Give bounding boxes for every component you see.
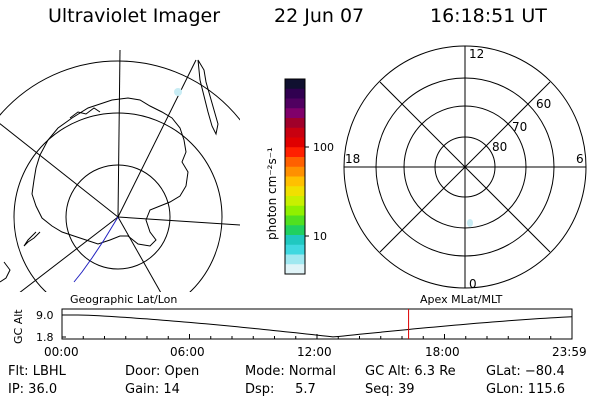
colorbar-segment bbox=[285, 98, 305, 109]
antarctic-peninsula bbox=[23, 231, 41, 247]
meridian-line bbox=[117, 50, 121, 218]
altitude-y-tick-label: 1.8 bbox=[36, 331, 54, 344]
apex-caption: Apex MLat/MLT bbox=[420, 293, 503, 306]
altitude-x-ticks bbox=[61, 334, 573, 339]
dsp-info: Dsp: 5.7 bbox=[245, 382, 316, 397]
antarctica-coastline bbox=[31, 97, 189, 247]
altitude-curve bbox=[62, 314, 573, 338]
mlt-label-6: 6 bbox=[576, 152, 584, 166]
colorbar-segment bbox=[285, 254, 305, 265]
lat-circle-inner bbox=[65, 164, 171, 270]
lat-circle-mid bbox=[13, 112, 223, 292]
colorbar-frame bbox=[284, 78, 306, 275]
seq-info: Seq: 39 bbox=[365, 382, 415, 397]
time-label: 16:18:51 UT bbox=[430, 5, 547, 27]
meridian-line bbox=[117, 216, 240, 226]
gc-alt-info: GC Alt: 6.3 Re bbox=[365, 364, 456, 379]
colorbar-segment bbox=[285, 79, 305, 90]
colorbar-segment bbox=[285, 147, 305, 158]
time-tick-label: 00:00 bbox=[44, 345, 79, 359]
colorbar-segment bbox=[285, 166, 305, 177]
mlt-label-18: 18 bbox=[345, 152, 360, 166]
colorbar-segment bbox=[285, 264, 305, 275]
mlt-label-12: 12 bbox=[469, 47, 484, 61]
gain-info: Gain: 14 bbox=[125, 382, 180, 397]
altitude-plot: 9.0 1.8 GC Alt bbox=[12, 308, 573, 344]
ip-info: IP: 36.0 bbox=[8, 382, 58, 397]
mlat-label-60: 60 bbox=[536, 97, 551, 111]
colorbar-segment bbox=[285, 176, 305, 187]
mlat-mlt-plot bbox=[343, 45, 587, 289]
colorbar-segment bbox=[285, 108, 305, 119]
colorbar-segment bbox=[285, 186, 305, 197]
filter-info: Flt: LBHL bbox=[8, 364, 66, 379]
new-zealand-coast bbox=[197, 59, 219, 136]
mlt-label-0: 0 bbox=[469, 277, 477, 291]
colorbar-segment bbox=[285, 157, 305, 168]
south-america-coast bbox=[0, 261, 11, 283]
time-tick-label: 06:00 bbox=[170, 345, 205, 359]
meridian-line bbox=[0, 123, 119, 218]
geographic-map bbox=[0, 50, 240, 292]
colorbar-tick-label: 100 bbox=[313, 141, 334, 154]
geographic-caption: Geographic Lat/Lon bbox=[70, 293, 177, 306]
mlat-label-70: 70 bbox=[512, 120, 527, 134]
colorbar-segment bbox=[285, 196, 305, 207]
time-tick-label: 12:00 bbox=[297, 345, 332, 359]
meridian-line bbox=[19, 216, 119, 292]
mode-info: Mode: Normal bbox=[245, 364, 336, 379]
colorbar-segment bbox=[285, 205, 305, 216]
mlt-axis-diagonal bbox=[379, 81, 551, 253]
ice-shelf-outline bbox=[69, 107, 101, 119]
time-tick-label: 23:59 bbox=[552, 345, 587, 359]
colorbar-segment bbox=[285, 235, 305, 246]
colorbar-segment bbox=[285, 225, 305, 236]
glon-info: GLon: 115.6 bbox=[486, 382, 566, 397]
altitude-y-tick-label: 9.0 bbox=[36, 309, 54, 322]
colorbar-segment bbox=[285, 215, 305, 226]
colorbar-unit-label: photon cm⁻²s⁻¹ bbox=[265, 147, 279, 240]
colorbar-segment bbox=[285, 244, 305, 255]
app-title: Ultraviolet Imager bbox=[48, 5, 221, 27]
colorbar bbox=[285, 79, 305, 275]
date-label: 22 Jun 07 bbox=[274, 5, 365, 27]
time-tick-label: 18:00 bbox=[425, 345, 460, 359]
meridian-line bbox=[117, 59, 197, 218]
mlat-label-80: 80 bbox=[492, 140, 507, 154]
colorbar-segment bbox=[285, 118, 305, 129]
satellite-track bbox=[73, 216, 119, 283]
colorbar-tick-label: 10 bbox=[313, 230, 327, 243]
colorbar-segment bbox=[285, 137, 305, 148]
altitude-axis-label: GC Alt bbox=[12, 309, 25, 344]
glat-info: GLat: −80.4 bbox=[486, 364, 565, 379]
door-info: Door: Open bbox=[125, 364, 200, 379]
meridian-line bbox=[117, 216, 162, 292]
lat-circle-outer bbox=[0, 60, 240, 121]
colorbar-segment bbox=[285, 127, 305, 138]
colorbar-segment bbox=[285, 88, 305, 99]
aurora-spot bbox=[467, 219, 473, 227]
aurora-spot bbox=[174, 88, 182, 96]
